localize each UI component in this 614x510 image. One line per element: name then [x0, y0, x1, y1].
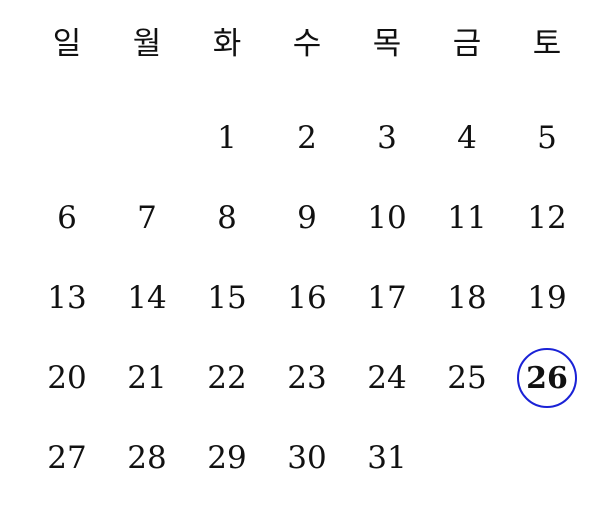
weekday-monday: 월: [132, 26, 162, 62]
day-cell[interactable]: 8: [187, 178, 267, 258]
weekday-friday: 금: [452, 26, 482, 62]
day-label: 4: [457, 120, 477, 156]
weekday-tuesday: 화: [212, 26, 242, 62]
day-cell[interactable]: 23: [267, 338, 347, 418]
weekday-saturday: 토: [532, 26, 562, 62]
day-label: 6: [57, 200, 77, 236]
day-cell[interactable]: 14: [107, 258, 187, 338]
day-cell[interactable]: 13: [27, 258, 107, 338]
day-label: 13: [47, 280, 87, 316]
day-label: 20: [47, 360, 87, 396]
weekday-sunday: 일: [52, 26, 82, 62]
day-cell[interactable]: 18: [427, 258, 507, 338]
day-label: 10: [367, 200, 407, 236]
day-cell[interactable]: 20: [27, 338, 107, 418]
day-cell[interactable]: 1: [187, 98, 267, 178]
blank-day-cell: [107, 98, 187, 178]
weekday-wednesday: 수: [292, 26, 322, 62]
day-cell[interactable]: 16: [267, 258, 347, 338]
day-label: 12: [527, 200, 567, 236]
day-cell[interactable]: 15: [187, 258, 267, 338]
day-label: 2: [297, 120, 317, 156]
day-cell[interactable]: 9: [267, 178, 347, 258]
day-label: 21: [127, 360, 167, 396]
day-label: 18: [447, 280, 487, 316]
day-label: 16: [287, 280, 327, 316]
day-cell[interactable]: 7: [107, 178, 187, 258]
weekday-thursday: 목: [372, 26, 402, 62]
day-cell[interactable]: 21: [107, 338, 187, 418]
day-label: 7: [137, 200, 157, 236]
day-label: 27: [47, 440, 87, 476]
day-cell[interactable]: 10: [347, 178, 427, 258]
day-label: 9: [297, 200, 317, 236]
day-label: 11: [447, 200, 487, 236]
day-cell[interactable]: 25: [427, 338, 507, 418]
day-label: 3: [377, 120, 397, 156]
day-label: 17: [367, 280, 407, 316]
day-cell[interactable]: 5: [507, 98, 587, 178]
day-label: 8: [217, 200, 237, 236]
day-cell[interactable]: 3: [347, 98, 427, 178]
day-cell[interactable]: 19: [507, 258, 587, 338]
day-cell[interactable]: 6: [27, 178, 107, 258]
day-label: 30: [287, 440, 327, 476]
weekday-header-row: 일 월 화 수 목 금 토: [27, 18, 587, 62]
day-cell[interactable]: 2: [267, 98, 347, 178]
day-cell[interactable]: 17: [347, 258, 427, 338]
day-cell[interactable]: 24: [347, 338, 427, 418]
selected-day-cell[interactable]: 26: [507, 338, 587, 418]
day-label: 24: [367, 360, 407, 396]
day-label: 29: [207, 440, 247, 476]
day-cell[interactable]: 22: [187, 338, 267, 418]
day-label: 25: [447, 360, 487, 396]
day-label: 31: [367, 440, 407, 476]
day-label: 15: [207, 280, 247, 316]
day-label: 14: [127, 280, 167, 316]
day-cell[interactable]: 31: [347, 418, 427, 498]
day-cell[interactable]: 12: [507, 178, 587, 258]
day-label: 22: [207, 360, 247, 396]
blank-day-cell: [27, 98, 107, 178]
day-label: 23: [287, 360, 327, 396]
days-grid: 1 2 3 4 5 6 7 8 9 10 11 12 13 14 15 16 17 18 19 20 21 22 23 24 2…: [27, 98, 587, 498]
day-label: 1: [217, 120, 237, 156]
day-cell[interactable]: 27: [27, 418, 107, 498]
day-label: 28: [127, 440, 167, 476]
day-cell[interactable]: 29: [187, 418, 267, 498]
day-label: 5: [537, 120, 557, 156]
day-cell[interactable]: 28: [107, 418, 187, 498]
day-cell[interactable]: 11: [427, 178, 507, 258]
day-cell[interactable]: 30: [267, 418, 347, 498]
selected-day-label: 26: [517, 348, 577, 408]
day-cell[interactable]: 4: [427, 98, 507, 178]
calendar: 일 월 화 수 목 금 토 1 2 3 4 5 6 7 8 9 10 11 12 13 14 15 16 17 1…: [27, 0, 587, 510]
day-label: 19: [527, 280, 567, 316]
